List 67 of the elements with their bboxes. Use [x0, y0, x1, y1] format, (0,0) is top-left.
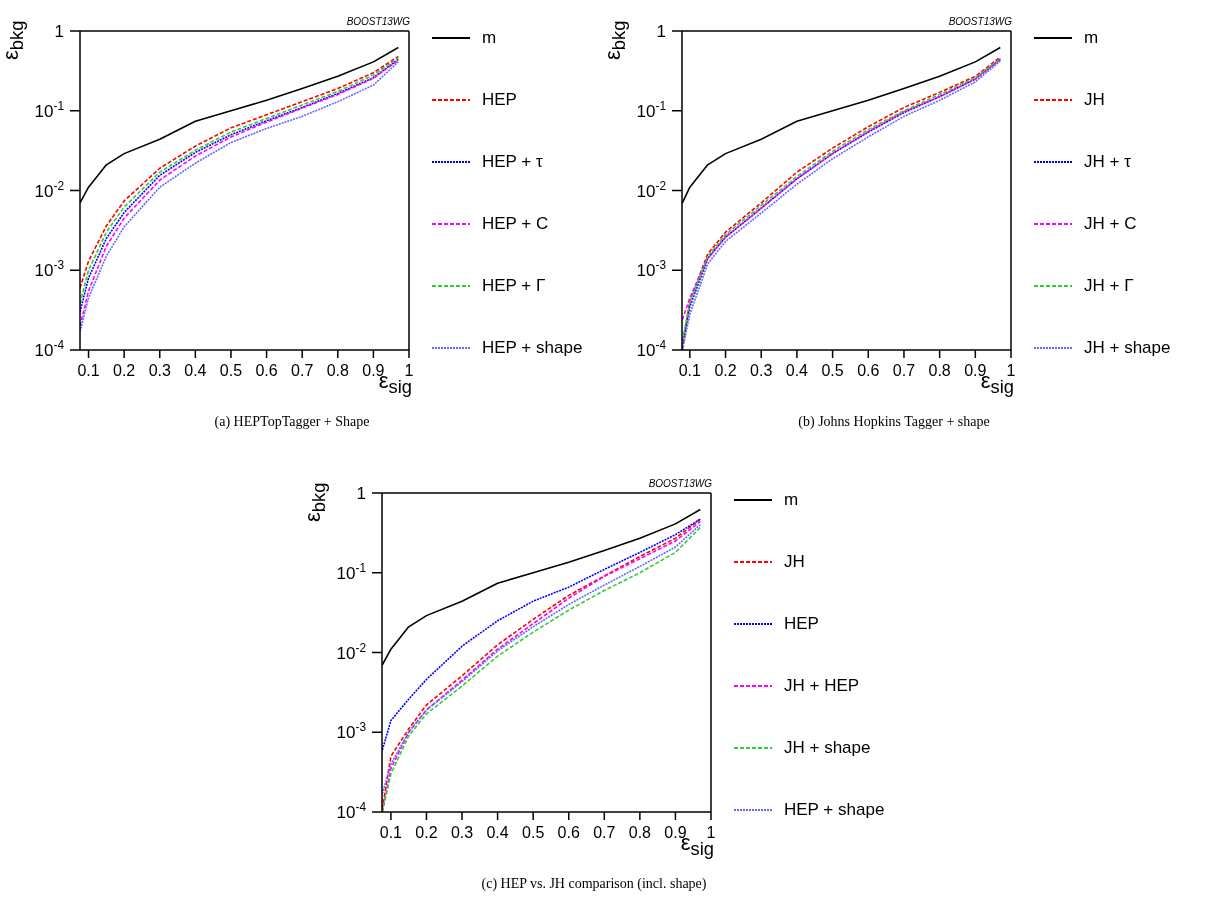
x-tick-label: 0.5 — [821, 362, 844, 379]
legend-label: HEP + shape — [482, 338, 583, 358]
legend-label: HEP — [482, 90, 517, 110]
line-series — [382, 518, 702, 751]
y-tick-label: 1 — [656, 22, 666, 41]
x-tick-label: 0.7 — [291, 362, 314, 379]
y-tick-label: 10$^{-4}$ — [636, 338, 667, 360]
text: BOOST13WG — [648, 478, 712, 489]
x-tick-label: 0.2 — [714, 362, 737, 379]
x-tick-label: 0.3 — [148, 362, 171, 379]
legend-label: JH + shape — [784, 738, 871, 758]
text: BOOST13WG — [948, 16, 1012, 27]
legend-label: m — [1084, 28, 1099, 48]
y-tick-label: 10$^{-2}$ — [336, 640, 367, 663]
x-tick-label: 0.5 — [522, 824, 545, 841]
legend-label: JH — [1084, 90, 1105, 110]
x-tick-label: 1 — [404, 362, 414, 379]
legend-label: HEP + C — [482, 214, 549, 234]
legend-label: JH + C — [1084, 214, 1137, 234]
x-tick-label: 0.8 — [928, 362, 951, 379]
x-tick-label: 1 — [1006, 362, 1016, 379]
legend-label: JH — [784, 552, 805, 572]
legend-label: HEP + shape — [784, 800, 885, 820]
x-tick-label: 0.6 — [557, 824, 580, 841]
x-tick-label: 1 — [706, 824, 716, 841]
x-tick-label: 0.5 — [219, 362, 243, 379]
x-tick-label: 0.8 — [326, 362, 350, 379]
legend-label: HEP + Γ — [482, 276, 546, 296]
x-tick-label: 0.3 — [450, 824, 474, 841]
y-tick-label: 10$^{-1}$ — [336, 560, 367, 583]
y-tick-label: 1 — [356, 484, 366, 503]
x-tick-label: 0.4 — [486, 824, 509, 841]
y-tick-label: 10$^{-4}$ — [336, 800, 367, 822]
text: (b) Johns Hopkins Tagger + shape — [797, 414, 991, 430]
x-tick-label: 0.4 — [184, 362, 207, 379]
y-tick-label: 10$^{-3}$ — [34, 258, 65, 281]
x-tick-label: 0.6 — [255, 362, 278, 379]
legend-label: HEP + τ — [482, 152, 543, 172]
x-tick-label: 0.2 — [415, 824, 438, 841]
y-tick-label: 10$^{-1}$ — [636, 98, 667, 121]
legend-label: HEP — [784, 614, 819, 634]
legend-label: m — [784, 490, 799, 510]
x-tick-label: 0.1 — [77, 362, 100, 379]
text: (c) HEP vs. JH comparison (incl. shape) — [480, 876, 708, 892]
legend-label: JH + τ — [1084, 152, 1131, 172]
y-tick-label: 10$^{-4}$ — [34, 338, 65, 360]
x-tick-label: 0.6 — [857, 362, 880, 379]
legend-label: m — [482, 28, 497, 48]
x-tick-label: 0.1 — [678, 362, 702, 379]
x-tick-label: 0.1 — [379, 824, 403, 841]
legend-label: JH + HEP — [784, 676, 860, 696]
text: BOOST13WG — [346, 16, 410, 27]
x-tick-label: 0.4 — [785, 362, 809, 379]
y-tick-label: 10$^{-2}$ — [34, 178, 65, 201]
y-tick-label: 1 — [54, 22, 64, 41]
x-tick-label: 0.3 — [750, 362, 773, 379]
x-tick-label: 0.7 — [892, 362, 916, 379]
text: (a) HEPTopTagger + Shape — [213, 414, 371, 430]
x-tick-label: 0.2 — [113, 362, 136, 379]
x-tick-label: 0.7 — [593, 824, 616, 841]
legend-label: JH + shape — [1084, 338, 1171, 358]
y-tick-label: 10$^{-2}$ — [636, 178, 667, 201]
x-tick-label: 0.8 — [628, 824, 652, 841]
legend-label: JH + Γ — [1084, 276, 1134, 296]
y-tick-label: 10$^{-1}$ — [34, 98, 65, 121]
y-tick-label: 10$^{-3}$ — [336, 720, 367, 743]
y-tick-label: 10$^{-3}$ — [636, 258, 667, 281]
